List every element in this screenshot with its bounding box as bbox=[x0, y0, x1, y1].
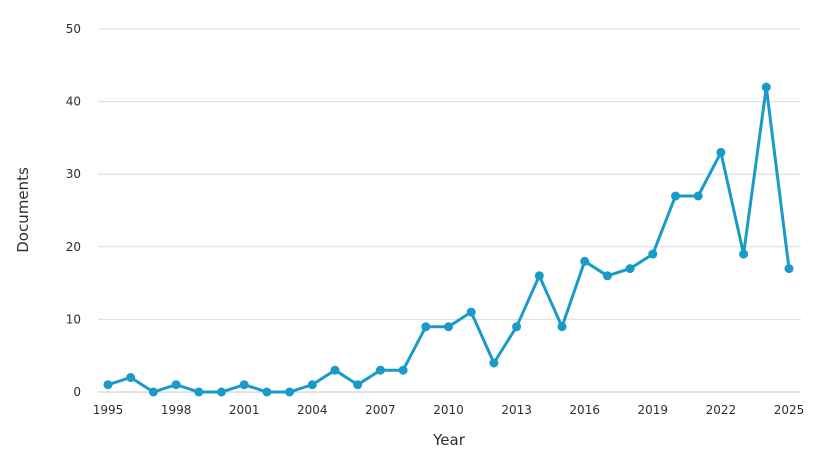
data-point-2021[interactable] bbox=[693, 191, 703, 201]
x-tick-label: 2004 bbox=[297, 403, 328, 417]
data-point-2018[interactable] bbox=[625, 264, 635, 274]
x-tick-label: 2019 bbox=[638, 403, 669, 417]
y-tick-label: 10 bbox=[66, 312, 81, 326]
x-tick-label: 1998 bbox=[161, 403, 192, 417]
y-tick-label: 30 bbox=[66, 167, 81, 181]
data-point-2025[interactable] bbox=[784, 264, 794, 274]
x-tick-label: 2010 bbox=[433, 403, 464, 417]
gridlines bbox=[98, 28, 801, 393]
data-point-2001[interactable] bbox=[239, 380, 249, 390]
data-point-2010[interactable] bbox=[444, 322, 453, 332]
data-point-2011[interactable] bbox=[466, 307, 476, 317]
data-point-2009[interactable] bbox=[421, 322, 431, 332]
data-point-2023[interactable] bbox=[739, 249, 749, 259]
data-point-2008[interactable] bbox=[398, 365, 408, 375]
y-tick-label: 20 bbox=[66, 240, 81, 254]
data-point-2005[interactable] bbox=[330, 365, 340, 375]
y-axis-title: Documents bbox=[14, 167, 32, 253]
data-point-2015[interactable] bbox=[557, 322, 567, 332]
data-point-2003[interactable] bbox=[285, 387, 295, 397]
data-point-2014[interactable] bbox=[534, 271, 544, 281]
x-tick-label: 2022 bbox=[706, 403, 737, 417]
x-tick-label: 2001 bbox=[229, 403, 260, 417]
data-point-2004[interactable] bbox=[307, 380, 317, 390]
data-point-2002[interactable] bbox=[262, 387, 272, 397]
series-documents bbox=[103, 82, 794, 397]
x-axis-title: Year bbox=[432, 431, 466, 449]
data-point-2012[interactable] bbox=[489, 358, 499, 368]
x-tick-label: 2013 bbox=[501, 403, 532, 417]
x-tick-label: 2025 bbox=[774, 403, 805, 417]
data-point-2022[interactable] bbox=[716, 147, 726, 157]
x-tick-label: 1995 bbox=[93, 403, 124, 417]
data-point-1997[interactable] bbox=[148, 387, 158, 397]
y-tick-label: 0 bbox=[73, 385, 81, 399]
data-point-2000[interactable] bbox=[217, 387, 226, 397]
data-point-2016[interactable] bbox=[580, 256, 590, 266]
y-axis-ticks: 0 10 20 30 40 50 bbox=[66, 22, 81, 399]
x-tick-label: 2007 bbox=[365, 403, 396, 417]
y-tick-label: 50 bbox=[66, 22, 81, 36]
data-point-2024[interactable] bbox=[761, 82, 771, 92]
data-point-1996[interactable] bbox=[126, 373, 136, 382]
data-point-1998[interactable] bbox=[171, 380, 181, 390]
series-line bbox=[106, 85, 791, 394]
data-point-2019[interactable] bbox=[648, 249, 658, 259]
x-tick-label: 2016 bbox=[569, 403, 600, 417]
data-point-2013[interactable] bbox=[512, 322, 522, 332]
data-point-1999[interactable] bbox=[194, 387, 204, 397]
data-point-2020[interactable] bbox=[671, 191, 680, 201]
x-axis-ticks: 1995 1998 2001 2004 2007 2010 2013 2016 2019 2022… bbox=[93, 403, 805, 417]
data-point-2017[interactable] bbox=[602, 271, 612, 281]
data-point-1995[interactable] bbox=[103, 380, 113, 390]
data-point-2006[interactable] bbox=[353, 380, 363, 390]
data-point-2007[interactable] bbox=[375, 365, 385, 375]
y-tick-label: 40 bbox=[66, 95, 81, 109]
